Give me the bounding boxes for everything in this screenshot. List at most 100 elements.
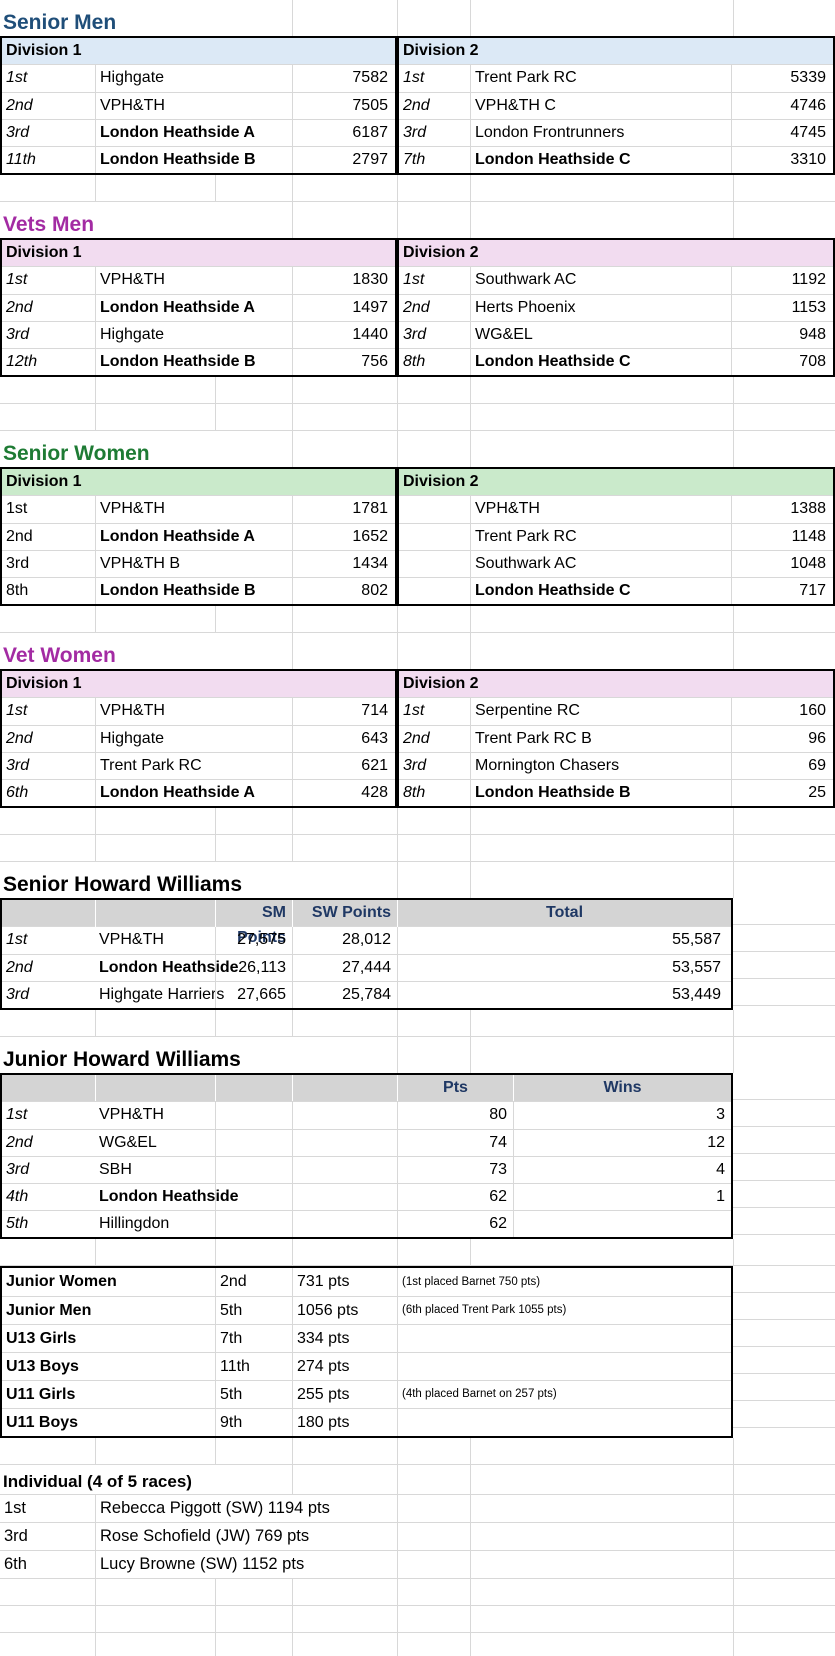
result-row: 3rd SBH 73 4 <box>2 1156 731 1183</box>
club-cell: Serpentine RC <box>470 698 731 725</box>
result-row: 3rd Highgate 1440 <box>2 321 395 348</box>
club-cell: London Heathside A <box>95 780 292 806</box>
points-cell: 334 pts <box>292 1325 397 1352</box>
position-cell: 11th <box>6 151 36 168</box>
individual-section: Individual (4 of 5 races) 1st Rebecca Pi… <box>0 1465 835 1656</box>
score-cell: 1388 <box>731 496 833 523</box>
empty-header-cell <box>2 1075 95 1101</box>
division-table: Division 2 1st Serpentine RC 160 <box>397 669 835 808</box>
individual-row: 6th Lucy Browne (SW) 1152 pts <box>0 1551 835 1579</box>
sw-points-cell: 25,784 <box>292 982 397 1008</box>
club-cell: VPH&TH <box>95 93 292 119</box>
division-section: Senior Men Division 1 1st Highgate <box>0 0 835 202</box>
empty-cell <box>292 1157 397 1183</box>
result-row: 11th London Heathside B 2797 <box>2 146 395 173</box>
result-row: 2nd Highgate 643 <box>2 725 395 752</box>
division-rows: VPH&TH 1388 Trent Park RC 1148 <box>399 496 833 604</box>
note-cell: (1st placed Barnet 750 pts) <box>397 1268 731 1296</box>
table-header-row: Pts Wins <box>2 1075 731 1102</box>
position-cell: 1st <box>6 271 28 288</box>
division-header: Division 2 <box>399 671 833 698</box>
club-cell: Trent Park RC <box>470 65 731 92</box>
position-cell: 2nd <box>215 1268 292 1296</box>
individual-rows: 1st Rebecca Piggott (SW) 1194 pts 3rd Ro… <box>0 1495 835 1579</box>
result-row: 3rd Mornington Chasers 69 <box>399 752 833 779</box>
club-cell: Trent Park RC <box>470 524 731 550</box>
result-row: 2nd London Heathside A 1652 <box>2 523 395 550</box>
athlete-cell: Rose Schofield (JW) 769 pts <box>95 1523 397 1550</box>
section-title: Junior Howard Williams <box>0 1037 835 1073</box>
position-cell: 7th <box>403 151 426 168</box>
category-label: U11 Girls <box>6 1386 76 1403</box>
club-cell: London Heathside A <box>95 524 292 550</box>
position-cell: 2nd <box>6 1134 33 1151</box>
club-cell: Highgate Harriers <box>99 986 225 1003</box>
club-cell: VPH&TH <box>95 496 292 523</box>
result-row: 2nd VPH&TH C 4746 <box>399 92 833 119</box>
result-row: 1st VPH&TH 714 <box>2 698 395 725</box>
score-cell: 1148 <box>731 524 833 550</box>
club-cell: London Heathside <box>99 1188 239 1205</box>
position-cell: 2nd <box>403 299 430 316</box>
division-table: Division 1 1st VPH&TH 714 <box>0 669 397 808</box>
position-cell: 3rd <box>403 757 427 774</box>
position-cell: 5th <box>215 1297 292 1324</box>
result-row: 3rd WG&EL 948 <box>399 321 833 348</box>
position-cell: 2nd <box>6 97 33 114</box>
result-row: 5th Hillingdon 62 <box>2 1210 731 1237</box>
club-cell: VPH&TH <box>470 496 731 523</box>
division-table: Division 2 VPH&TH 1388 <box>397 467 835 606</box>
result-row: 2nd London Heathside 26,113 27,444 53,55… <box>2 954 731 981</box>
pts-cell: 62 <box>397 1211 513 1237</box>
division-pair: Division 1 1st VPH&TH 1830 <box>0 238 835 377</box>
category-label: U13 Boys <box>6 1358 79 1375</box>
empty-cell <box>215 1102 292 1129</box>
score-cell: 1192 <box>731 267 833 294</box>
position-cell: 3rd <box>4 1527 28 1545</box>
pts-header: Pts <box>397 1075 513 1101</box>
score-cell: 4746 <box>731 93 833 119</box>
position-cell: 2nd <box>403 97 430 114</box>
score-cell: 717 <box>731 578 833 604</box>
position-cell: 2nd <box>6 299 33 316</box>
position-cell: 1st <box>6 702 28 719</box>
result-row: 1st Serpentine RC 160 <box>399 698 833 725</box>
division-header: Division 2 <box>399 240 833 267</box>
summary-row: U13 Boys 11th 274 pts <box>2 1352 731 1380</box>
division-header: Division 1 <box>2 469 395 496</box>
score-cell: 1434 <box>292 551 395 577</box>
division-section: Vets Men Division 1 1st VPH&TH <box>0 202 835 431</box>
empty-cell <box>292 1184 397 1210</box>
total-cell: 53,557 <box>397 955 731 981</box>
position-cell: 1st <box>6 500 28 517</box>
category-label: U11 Boys <box>6 1414 79 1431</box>
position-cell: 3rd <box>403 124 427 141</box>
club-cell: London Heathside C <box>470 147 731 173</box>
grid-spacer <box>0 175 835 202</box>
score-cell: 802 <box>292 578 395 604</box>
club-cell: VPH&TH B <box>95 551 292 577</box>
position-cell: 5th <box>215 1381 292 1408</box>
senior-howard-williams-section: Senior Howard Williams SM Points SW Poin… <box>0 862 835 1037</box>
summary-row: Junior Women 2nd 731 pts (1st placed Bar… <box>2 1268 731 1296</box>
individual-row: 1st Rebecca Piggott (SW) 1194 pts <box>0 1495 835 1523</box>
division-rows: 1st VPH&TH 714 2nd Highgate 643 <box>2 698 395 806</box>
score-cell: 621 <box>292 753 395 779</box>
score-cell: 948 <box>731 322 833 348</box>
empty-cell <box>215 1130 292 1156</box>
junior-summary-section: Junior Women 2nd 731 pts (1st placed Bar… <box>0 1266 835 1465</box>
result-row: 2nd London Heathside A 1497 <box>2 294 395 321</box>
position-cell: 3rd <box>6 986 30 1003</box>
category-label: U13 Girls <box>6 1330 77 1347</box>
grid-spacer <box>0 1438 835 1465</box>
junior-hw-table: Pts Wins 1st VPH&TH 80 3 <box>0 1073 733 1239</box>
total-cell: 53,449 <box>397 982 731 1008</box>
result-row: 3rd Trent Park RC 621 <box>2 752 395 779</box>
division-pair: Division 1 1st VPH&TH 714 <box>0 669 835 808</box>
score-cell: 643 <box>292 726 395 752</box>
result-row: 4th London Heathside 62 1 <box>2 1183 731 1210</box>
club-cell: London Heathside C <box>470 349 731 375</box>
division-rows: 1st Highgate 7582 2nd VPH&TH 7505 <box>2 65 395 173</box>
division-table: Division 2 1st Southwark AC 1192 <box>397 238 835 377</box>
